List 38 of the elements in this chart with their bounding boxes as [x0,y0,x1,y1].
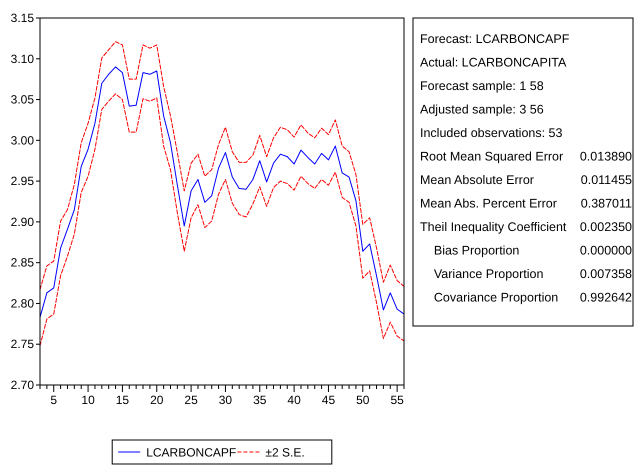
y-tick-label: 3.05 [10,92,34,107]
line-series [40,93,404,346]
x-tick-label: 40 [287,393,302,407]
x-tick-label: 20 [150,393,164,407]
y-tick-label: 3.00 [10,133,34,148]
y-tick-label: 2.85 [10,256,34,270]
y-tick-label: 3.10 [10,52,34,66]
x-tick-label: 15 [116,393,130,407]
x-tick-label: 55 [390,393,404,407]
legend-label: LCARBONCAPF [146,446,236,460]
legend-label: ±2 S.E. [265,446,305,460]
y-tick-label: 3.15 [10,11,34,25]
text: Theil Inequality Coefficient 0.002350 [420,220,632,234]
y-tick-label: 2.70 [10,378,34,392]
y-tick-label: 2.95 [10,174,34,188]
y-tick-label: 2.75 [10,337,34,352]
x-tick-label: 25 [184,393,198,407]
text: Bias Proportion 0.000000 [434,244,632,258]
text: Actual: LCARBONCAPITA [420,56,567,70]
x-tick-label: 45 [322,393,336,407]
text: Adjusted sample: 3 56 [420,102,544,116]
text: Mean Absolute Error 0.011455 [420,173,632,187]
x-tick-label: 30 [218,393,232,407]
text: Forecast sample: 1 58 [420,79,544,93]
line-series [40,66,404,318]
x-tick-label: 5 [50,393,58,407]
line-series [40,41,404,290]
text: Forecast: LCARBONCAPF [420,32,570,46]
text: Included observations: 53 [420,126,563,140]
text: Root Mean Squared Error 0.013890 [420,150,632,164]
x-tick-label: 50 [356,393,370,407]
y-tick-label: 2.80 [10,296,34,310]
text: Mean Abs. Percent Error 0.387011 [420,196,632,210]
y-tick-label: 2.90 [10,214,34,229]
x-tick-label: 35 [253,393,267,407]
x-tick-label: 10 [81,393,96,407]
text: Variance Proportion 0.007358 [434,267,632,281]
text: Covariance Proportion 0.992642 [434,290,632,304]
